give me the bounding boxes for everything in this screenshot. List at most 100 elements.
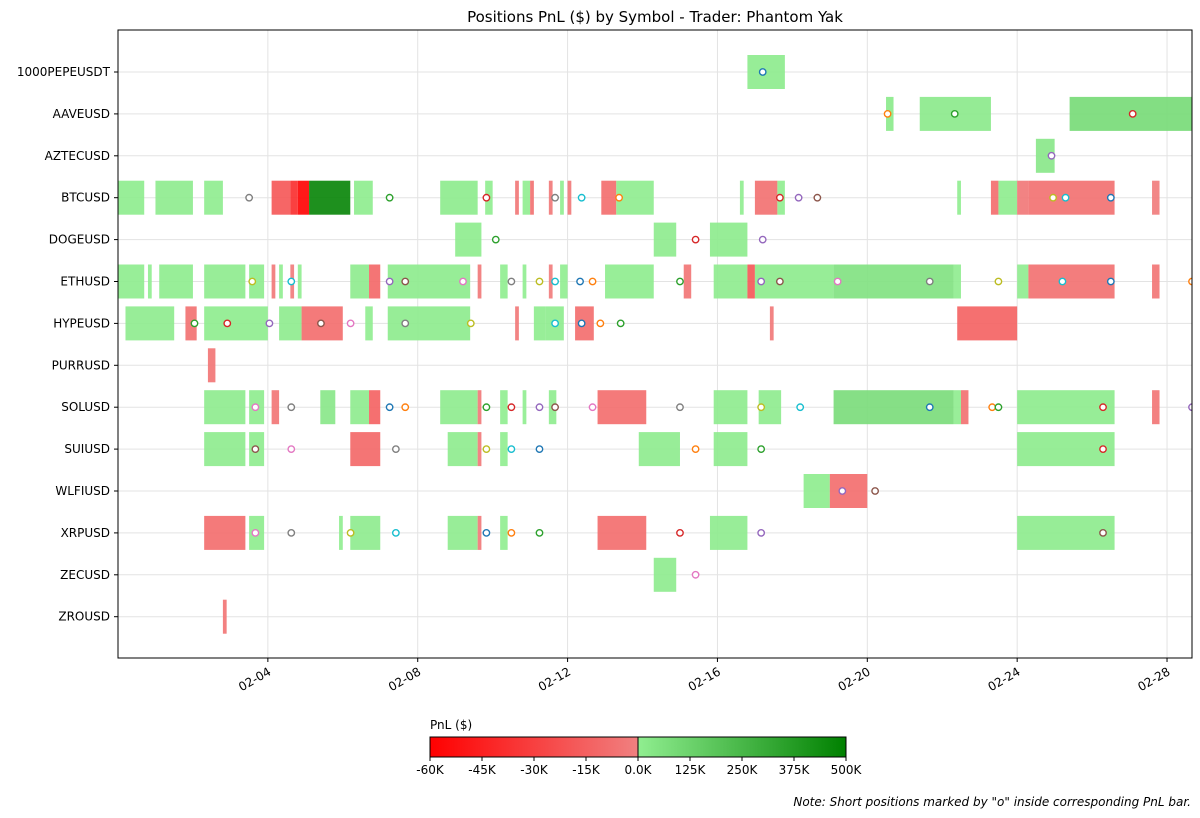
x-tick-label: 02-28 — [1135, 664, 1172, 694]
short-marker — [925, 403, 934, 412]
pnl-bar — [204, 180, 223, 215]
y-tick-label: PURRUSD — [52, 358, 110, 372]
short-marker — [757, 277, 766, 286]
short-marker — [385, 277, 394, 286]
pnl-bar — [320, 390, 336, 425]
short-marker — [576, 277, 584, 286]
pnl-bar — [118, 264, 145, 299]
pnl-bar — [953, 264, 961, 299]
pnl-bar — [1017, 180, 1029, 215]
pnl-bar — [709, 515, 748, 550]
short-marker — [1049, 193, 1057, 202]
short-marker — [794, 193, 803, 202]
pnl-bar — [1028, 180, 1115, 215]
short-marker — [401, 403, 410, 412]
pnl-bar — [533, 306, 546, 341]
pnl-bar — [290, 180, 298, 215]
short-marker — [833, 277, 842, 286]
pnl-bar — [548, 180, 553, 215]
short-marker — [871, 487, 880, 495]
pnl-bar — [279, 264, 283, 299]
pnl-bar — [953, 390, 961, 425]
short-marker — [676, 403, 684, 412]
pnl-bar — [548, 264, 553, 299]
short-marker — [346, 319, 355, 328]
short-markers — [190, 68, 1192, 579]
short-marker — [775, 277, 784, 286]
short-marker — [265, 319, 274, 328]
short-marker — [757, 529, 766, 537]
pnl-bar — [204, 264, 246, 299]
pnl-bar — [1035, 138, 1055, 173]
short-marker — [535, 277, 544, 286]
short-marker — [796, 403, 805, 412]
pnl-bar — [1152, 390, 1160, 425]
pnl-bar — [500, 264, 508, 299]
pnl-bar — [713, 432, 748, 467]
short-marker — [223, 319, 232, 328]
pnl-bar — [739, 180, 744, 215]
short-marker — [491, 235, 500, 244]
y-tick-label: ZECUSD — [60, 568, 110, 582]
pnl-bar — [560, 264, 568, 299]
short-marker — [287, 445, 296, 453]
short-marker — [507, 403, 516, 412]
pnl-bar — [447, 515, 478, 550]
short-marker — [988, 403, 997, 412]
short-marker — [287, 529, 296, 537]
pnl-bar — [1152, 180, 1160, 215]
short-marker — [775, 193, 784, 202]
short-marker — [1058, 277, 1067, 286]
footnote: Note: Short positions marked by "o" insi… — [793, 795, 1191, 809]
short-marker — [317, 319, 325, 328]
y-tick-label: DOGEUSD — [49, 233, 110, 247]
short-marker — [1099, 529, 1107, 537]
colorbar-tick-label: -30K — [520, 763, 549, 777]
short-marker — [1099, 445, 1107, 453]
x-tick-label: 02-20 — [836, 664, 873, 694]
pnl-bar — [350, 432, 381, 467]
pnl-bar — [653, 222, 677, 257]
short-marker — [287, 277, 296, 286]
short-marker — [925, 277, 934, 286]
pnl-bar — [369, 264, 381, 299]
pnl-bar — [515, 180, 519, 215]
pnl-bar — [147, 264, 152, 299]
y-axis-labels: 1000PEPEUSDT AAVEUSD AZTECUSD BTCUSD DOGEUSD… — [17, 65, 118, 624]
pnl-bar — [440, 390, 478, 425]
pnl-bar — [118, 180, 145, 215]
short-marker — [676, 529, 684, 537]
pnl-bar — [350, 264, 370, 299]
short-marker — [676, 277, 684, 286]
pnl-bar — [279, 306, 302, 341]
short-marker — [385, 193, 394, 202]
pnl-bar — [500, 432, 508, 467]
pnl-bar — [601, 180, 617, 215]
pnl-bar — [522, 390, 527, 425]
pnl-bar — [713, 390, 748, 425]
pnl-bar — [597, 390, 647, 425]
pnl-bar — [440, 180, 478, 215]
pnl-bar — [339, 515, 343, 550]
x-tick-label: 02-16 — [686, 664, 723, 694]
pnl-bar — [350, 390, 370, 425]
pnl-bar — [477, 264, 482, 299]
short-marker — [691, 235, 700, 244]
pnl-bar — [957, 180, 961, 215]
short-marker — [459, 277, 467, 286]
pnl-bar — [1152, 264, 1160, 299]
pnl-bar — [758, 390, 782, 425]
pnl-bar — [522, 264, 527, 299]
short-marker — [596, 319, 605, 328]
pnl-bar — [754, 264, 834, 299]
pnl-bar — [829, 474, 868, 508]
short-marker — [391, 445, 400, 453]
pnl-bar — [159, 264, 193, 299]
short-marker — [248, 277, 257, 286]
short-marker — [577, 193, 586, 202]
pnl-bar — [1017, 264, 1029, 299]
short-marker — [588, 403, 597, 412]
short-marker — [190, 319, 199, 328]
pnl-bar — [204, 515, 246, 550]
pnl-bar — [522, 180, 531, 215]
